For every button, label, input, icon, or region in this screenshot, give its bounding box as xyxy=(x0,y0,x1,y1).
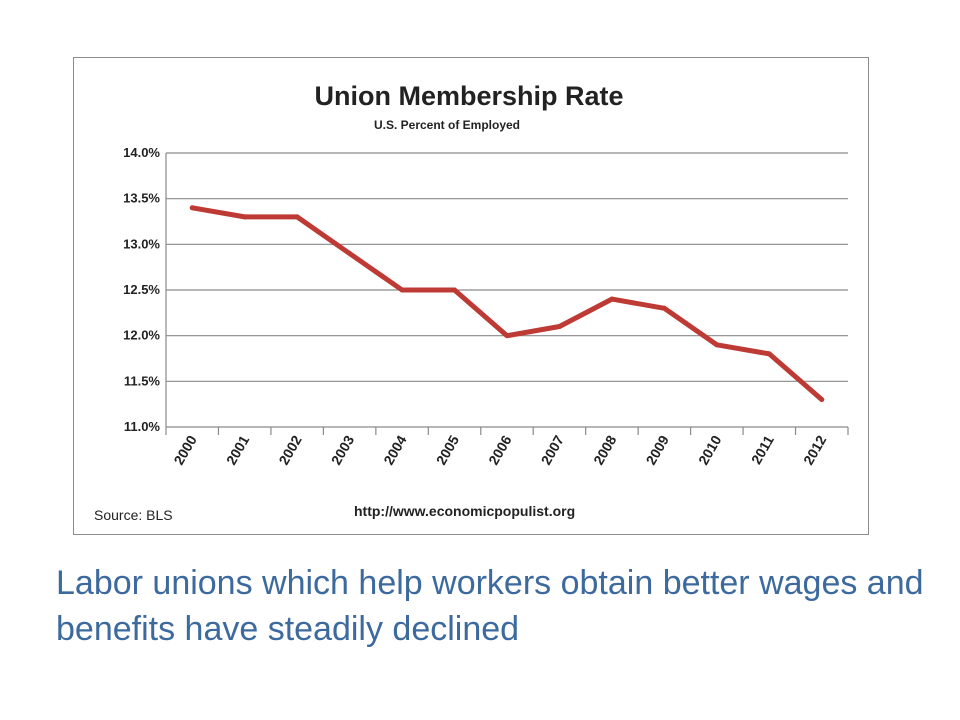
data-point xyxy=(399,287,405,293)
data-point xyxy=(294,214,300,220)
y-tick-label: 12.0% xyxy=(123,328,160,343)
data-point xyxy=(347,250,353,256)
data-point xyxy=(766,351,772,357)
data-point xyxy=(189,205,195,211)
x-tick-label: 2001 xyxy=(223,432,253,467)
y-tick-label: 11.0% xyxy=(124,419,161,434)
data-point xyxy=(609,296,615,302)
data-point xyxy=(819,397,825,403)
y-tick-label: 12.5% xyxy=(123,282,160,297)
x-tick-label: 2010 xyxy=(695,432,725,467)
y-tick-label: 13.0% xyxy=(123,236,160,251)
data-point xyxy=(242,214,248,220)
x-tick-label: 2000 xyxy=(170,432,200,467)
line-chart: Union Membership Rate U.S. Percent of Em… xyxy=(94,81,849,523)
data-point xyxy=(556,324,562,330)
x-tick-label: 2009 xyxy=(643,432,673,467)
y-tick-label: 13.5% xyxy=(123,191,160,206)
x-tick-label: 2006 xyxy=(485,432,515,467)
chart-subtitle: U.S. Percent of Employed xyxy=(374,118,520,132)
data-point xyxy=(504,333,510,339)
x-tick-label: 2007 xyxy=(538,432,568,467)
x-tick-label: 2012 xyxy=(800,432,830,467)
x-tick-label: 2005 xyxy=(433,432,463,467)
source-label: Source: BLS xyxy=(94,507,173,523)
data-point xyxy=(452,287,458,293)
x-tick-label: 2003 xyxy=(328,432,358,467)
y-tick-label: 11.5% xyxy=(124,373,161,388)
x-tick-label: 2002 xyxy=(275,432,305,467)
chart-title: Union Membership Rate xyxy=(314,81,623,111)
slide-caption: Labor unions which help workers obtain b… xyxy=(56,564,924,648)
y-tick-label: 14.0% xyxy=(123,145,160,160)
url-label: http://www.economicpopulist.org xyxy=(354,503,575,519)
chart-frame: Union Membership Rate U.S. Percent of Em… xyxy=(73,57,869,535)
series-line xyxy=(191,205,824,402)
x-tick-label: 2008 xyxy=(590,432,620,467)
x-tick-label: 2011 xyxy=(748,432,777,466)
data-point xyxy=(714,342,720,348)
x-tick-label: 2004 xyxy=(380,432,410,467)
data-point xyxy=(661,305,667,311)
